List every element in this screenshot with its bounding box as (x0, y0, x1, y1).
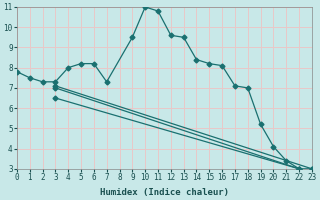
X-axis label: Humidex (Indice chaleur): Humidex (Indice chaleur) (100, 188, 229, 197)
